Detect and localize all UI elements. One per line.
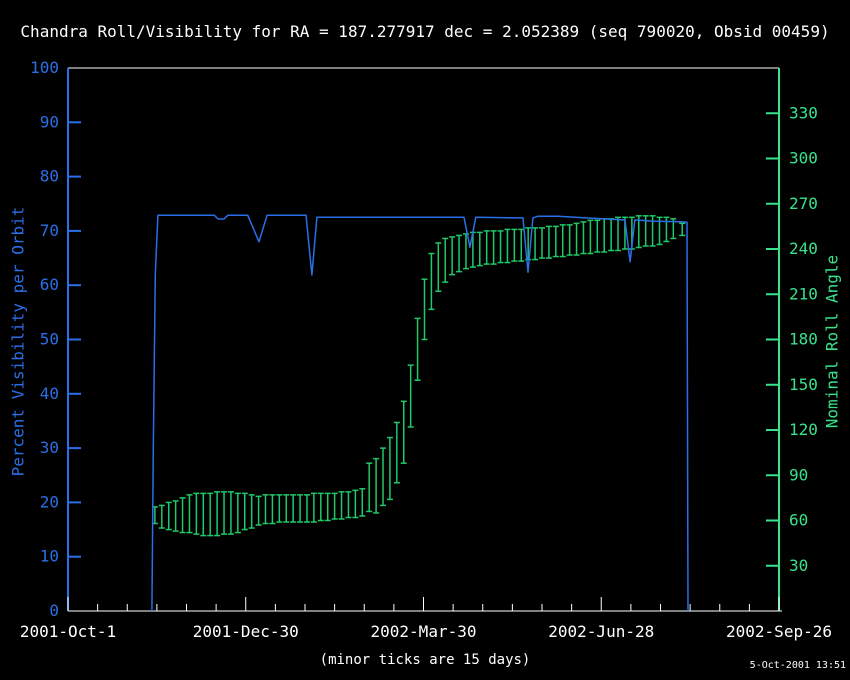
- right-axis-tick-label: 180: [789, 330, 818, 349]
- right-axis-tick-label: 60: [789, 511, 808, 530]
- left-axis-title: Percent Visibility per Orbit: [8, 206, 28, 477]
- left-axis-tick-label: 70: [40, 221, 59, 240]
- x-axis-date-label: 2002-Jun-28: [548, 622, 654, 641]
- left-axis-tick-label: 40: [40, 384, 59, 403]
- left-axis-tick-label: 30: [40, 438, 59, 457]
- left-axis-tick-label: 80: [40, 167, 59, 186]
- right-axis-tick-label: 150: [789, 375, 818, 394]
- left-axis-tick-label: 50: [40, 330, 59, 349]
- right-axis-tick-label: 240: [789, 239, 818, 258]
- visibility-curve: [151, 214, 689, 612]
- x-axis-date-label: 2002-Sep-26: [726, 622, 832, 641]
- right-axis-tick-label: 210: [789, 284, 818, 303]
- right-axis-tick-label: 90: [789, 465, 808, 484]
- x-axis-date-label: 2002-Mar-30: [371, 622, 477, 641]
- chart-title: Chandra Roll/Visibility for RA = 187.277…: [20, 22, 830, 41]
- right-axis-tick-label: 330: [789, 103, 818, 122]
- x-axis-date-label: 2001-Oct-1: [20, 622, 116, 641]
- left-axis-tick-label: 0: [49, 601, 59, 620]
- right-axis-tick-label: 270: [789, 194, 818, 213]
- right-axis-tick-label: 300: [789, 149, 818, 168]
- left-axis-tick-label: 90: [40, 112, 59, 131]
- minor-ticks-caption: (minor ticks are 15 days): [319, 652, 531, 668]
- left-axis-tick-label: 10: [40, 547, 59, 566]
- right-axis-tick-label: 120: [789, 420, 818, 439]
- left-axis-tick-label: 100: [30, 58, 59, 77]
- left-axis-tick-label: 20: [40, 492, 59, 511]
- x-axis-date-label: 2001-Dec-30: [193, 622, 299, 641]
- plot-timestamp: 5-Oct-2001 13:51: [749, 660, 846, 671]
- left-axis-tick-label: 60: [40, 275, 59, 294]
- right-axis-tick-label: 30: [789, 556, 808, 575]
- right-axis-title: Nominal Roll Angle: [822, 254, 842, 429]
